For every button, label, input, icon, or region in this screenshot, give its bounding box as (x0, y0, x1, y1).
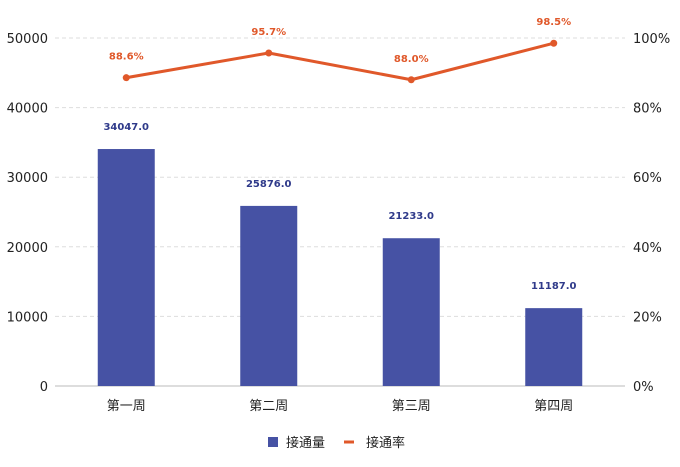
rate-value-label: 98.5% (536, 17, 571, 28)
left-tick-label: 50000 (7, 32, 48, 47)
category-label: 第三周 (392, 399, 431, 414)
category-label: 第四周 (534, 399, 573, 414)
x-axis-labels: 第一周 第二周 第三周 第四周 (107, 399, 574, 414)
left-tick-label: 40000 (7, 102, 48, 117)
right-tick-label: 80% (633, 102, 662, 117)
bar-value-label: 21233.0 (388, 211, 434, 222)
rate-line (125, 41, 555, 82)
rate-point (122, 74, 130, 82)
left-tick-label: 10000 (7, 310, 48, 325)
right-tick-label: 0% (633, 380, 654, 395)
bar (240, 205, 298, 386)
left-tick-label: 30000 (7, 171, 48, 186)
bar (382, 238, 440, 386)
rate-value-label: 95.7% (251, 27, 286, 38)
rate-value-label: 88.0% (394, 54, 429, 65)
left-tick-label: 20000 (7, 241, 48, 256)
category-label: 第一周 (107, 399, 146, 414)
bar (97, 149, 155, 386)
bar-value-label: 11187.0 (531, 281, 577, 292)
category-label: 第二周 (249, 399, 288, 414)
line-series: 88.6% 95.7% 88.0% 98.5% (109, 17, 571, 84)
bar-value-label: 34047.0 (103, 122, 149, 133)
bar (525, 308, 583, 386)
bar-value-label: 25876.0 (246, 179, 292, 190)
legend-bar-swatch (268, 437, 278, 447)
right-tick-label: 20% (633, 310, 662, 325)
bar-series: 34047.0 25876.0 21233.0 11187.0 (97, 122, 583, 386)
legend-bar-label: 接通量 (286, 435, 325, 451)
rate-point (407, 76, 415, 84)
legend: 接通量 接通率 (268, 435, 405, 451)
right-tick-label: 60% (633, 171, 662, 186)
rate-point (265, 49, 273, 57)
legend-line-label: 接通率 (366, 435, 405, 451)
rate-point (550, 39, 558, 47)
left-tick-label: 0 (40, 380, 48, 395)
right-tick-label: 100% (633, 32, 670, 47)
rate-value-label: 88.6% (109, 52, 144, 63)
right-tick-label: 40% (633, 241, 662, 256)
left-axis-ticks: 0 10000 20000 30000 40000 50000 (7, 32, 48, 395)
right-axis-ticks: 0% 20% 40% 60% 80% 100% (633, 32, 670, 395)
